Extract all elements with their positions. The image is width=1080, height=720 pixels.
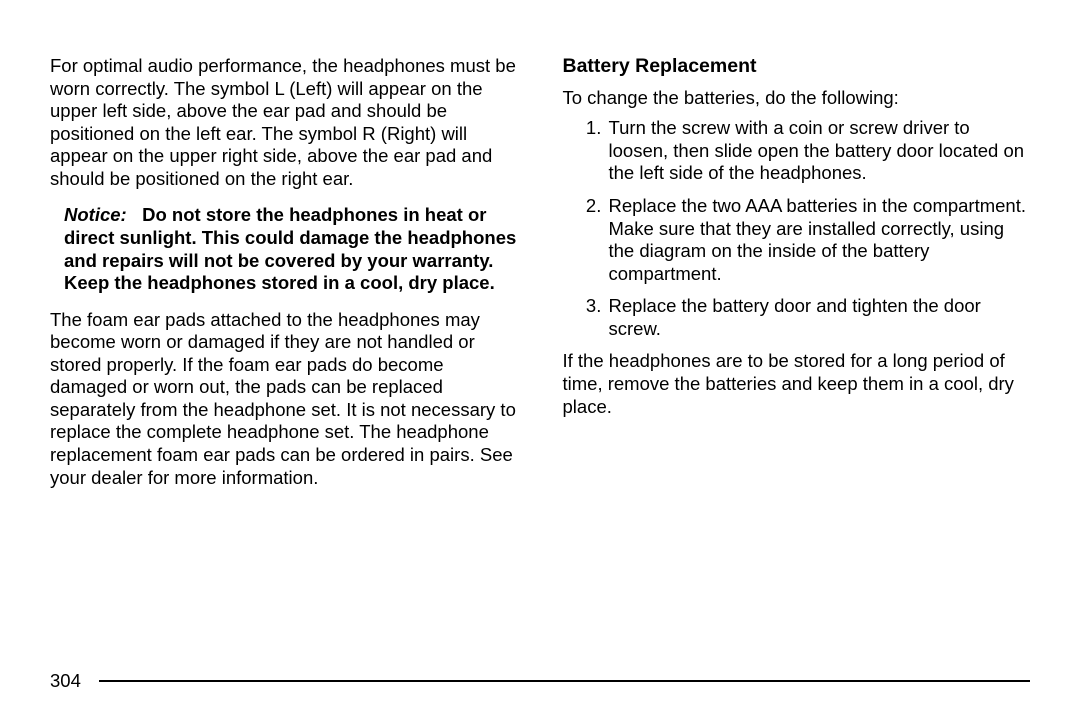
page-number: 304 bbox=[50, 670, 81, 692]
outro-paragraph: If the headphones are to be stored for a… bbox=[563, 350, 1031, 418]
step-1: Turn the screw with a coin or screw driv… bbox=[607, 117, 1031, 185]
step-2: Replace the two AAA batteries in the com… bbox=[607, 195, 1031, 285]
right-column: Battery Replacement To change the batter… bbox=[563, 55, 1031, 503]
columns: For optimal audio performance, the headp… bbox=[50, 55, 1030, 503]
paragraph-wearing: For optimal audio performance, the headp… bbox=[50, 55, 518, 190]
step-3: Replace the battery door and tighten the… bbox=[607, 295, 1031, 340]
intro-line: To change the batteries, do the followin… bbox=[563, 87, 1031, 110]
paragraph-earpads: The foam ear pads attached to the headph… bbox=[50, 309, 518, 490]
left-column: For optimal audio performance, the headp… bbox=[50, 55, 518, 503]
manual-page: For optimal audio performance, the headp… bbox=[0, 0, 1080, 720]
page-footer: 304 bbox=[50, 670, 1030, 692]
notice-body: Do not store the headphones in heat or d… bbox=[64, 204, 516, 293]
footer-rule bbox=[99, 680, 1030, 682]
section-heading: Battery Replacement bbox=[563, 55, 1031, 79]
steps-list: Turn the screw with a coin or screw driv… bbox=[563, 117, 1031, 340]
notice-label: Notice: bbox=[64, 204, 127, 225]
notice-paragraph: Notice: Do not store the headphones in h… bbox=[50, 204, 518, 294]
